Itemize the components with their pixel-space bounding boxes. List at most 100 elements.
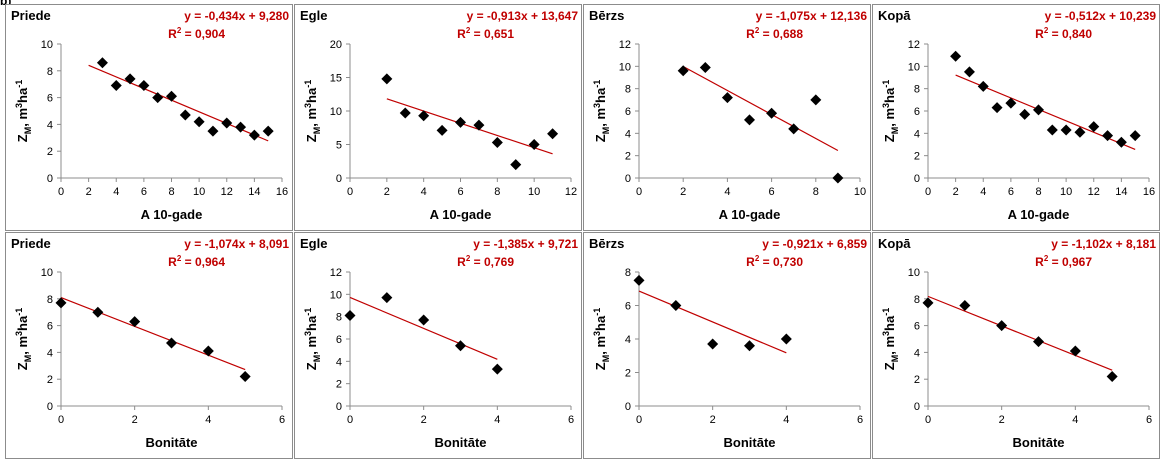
y-tick-label: 12 [619,39,631,51]
y-axis-label: ZM, m3ha-1 [881,80,900,142]
chart-frame [294,232,582,459]
x-tick-label: 16 [1143,186,1155,198]
x-tick-label: 4 [783,414,789,426]
x-tick-label: 0 [925,186,931,198]
data-point [166,90,177,102]
x-tick-label: 2 [421,414,427,426]
chart-title: Bērzs [589,8,624,23]
x-tick-label: 0 [347,414,353,426]
trendline-equation: y = -0,913x + 13,647 [467,9,579,23]
y-tick-label: 12 [908,39,920,51]
y-tick-label: 0 [336,401,342,413]
chart-title: Kopā [878,236,911,251]
data-point [179,109,191,121]
r-squared-label: R2 = 0,730 [746,254,803,269]
y-tick-label: 6 [914,321,920,333]
chart-frame [5,232,293,459]
data-point [547,128,559,140]
data-point [744,340,755,352]
chart-frame [583,4,871,231]
data-point [766,107,778,119]
r-squared-label: R2 = 0,651 [457,26,514,41]
x-tick-label: 6 [568,414,574,426]
y-tick-label: 2 [47,374,53,386]
x-tick-label: 10 [193,186,205,198]
trendline-equation: y = -1,385x + 9,721 [473,237,578,251]
chart-panel: Priede y = -0,434x + 9,280 R2 = 0,904 0 2 4 6 8… [5,4,293,231]
x-tick-label: 8 [1035,186,1041,198]
y-axis-label: ZM, m3ha-1 [592,308,611,370]
x-tick-label: 6 [141,186,147,198]
chart-panel: Bērzs y = -1,075x + 12,136 R2 = 0,688 0 2 4 6 8… [583,4,871,231]
y-tick-label: 4 [336,356,342,368]
data-point [473,119,485,131]
x-tick-label: 4 [205,414,211,426]
r-squared-label: R2 = 0,904 [168,26,225,41]
data-point [262,125,274,137]
y-tick-label: 8 [625,267,631,279]
x-tick-label: 4 [494,414,500,426]
data-point [677,65,689,77]
y-tick-label: 2 [914,374,920,386]
trend-line [386,98,553,155]
chart-frame [294,4,582,231]
y-axis-label: ZM, m3ha-1 [881,308,900,370]
y-tick-label: 10 [330,289,342,301]
data-point [1069,345,1081,357]
data-point [455,116,466,128]
data-point [381,292,393,304]
data-point [922,297,934,309]
y-tick-label: 10 [619,61,631,73]
x-tick-label: 10 [528,186,540,198]
data-point [96,57,108,69]
x-tick-label: 10 [854,186,866,198]
chart-title: Egle [300,236,327,251]
data-point [950,50,962,62]
chart-frame [5,4,293,231]
trendline-equation: y = -1,102x + 8,181 [1051,237,1156,251]
y-tick-label: 0 [914,401,920,413]
x-tick-label: 0 [636,414,642,426]
data-point [129,316,141,328]
chart-frame [872,232,1160,459]
y-tick-label: 4 [914,128,920,140]
y-tick-label: 10 [330,106,342,118]
data-point [977,80,989,92]
chart-panel: Bērzs y = -0,921x + 6,859 R2 = 0,730 0 2 4 6 0 2… [583,232,871,459]
data-point [344,310,356,322]
data-point [744,114,755,126]
x-tick-label: 2 [680,186,686,198]
data-point [138,80,150,92]
y-tick-label: 0 [625,401,631,413]
trend-line [60,297,246,371]
y-tick-label: 6 [47,321,53,333]
chart-frame [583,232,871,459]
trendline-equation: y = -0,512x + 10,239 [1045,9,1157,23]
data-point [110,80,122,92]
x-tick-label: 2 [86,186,92,198]
data-point [193,116,205,128]
data-point [1019,108,1031,120]
data-point [1088,121,1100,133]
data-point [235,121,247,133]
x-tick-label: 6 [457,186,463,198]
x-axis-label: A 10-gade [719,207,781,222]
y-tick-label: 10 [41,267,53,279]
x-axis-label: Bonitāte [724,435,776,450]
x-tick-label: 6 [857,414,863,426]
data-point [721,92,733,104]
y-tick-label: 8 [47,294,53,306]
trend-line [349,296,498,360]
y-tick-label: 0 [47,173,53,185]
x-axis-label: A 10-gade [1008,207,1070,222]
data-point [436,124,448,136]
data-point [455,340,466,352]
data-point [399,107,411,119]
trendline-equation: y = -1,074x + 8,091 [184,237,289,251]
data-point [832,172,844,184]
y-tick-label: 6 [914,106,920,118]
data-point [670,300,682,311]
x-tick-label: 4 [980,186,986,198]
y-axis-label: ZM, m3ha-1 [14,308,33,370]
y-tick-label: 10 [908,61,920,73]
